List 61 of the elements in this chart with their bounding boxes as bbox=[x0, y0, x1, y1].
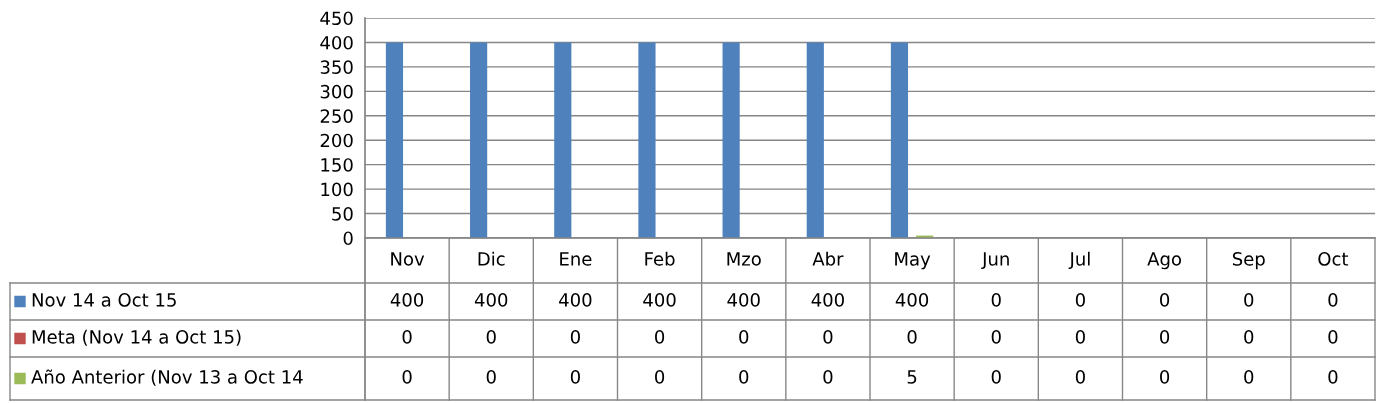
x-tick-label: Jun bbox=[981, 252, 1009, 270]
data-label: 0 bbox=[1160, 293, 1170, 307]
y-tick-label: 250 bbox=[320, 109, 353, 123]
x-tick-label: Dic bbox=[478, 251, 505, 266]
data-label: 0 bbox=[402, 370, 412, 384]
y-tick-label: 200 bbox=[320, 133, 353, 148]
x-tick-label: Jul bbox=[1068, 251, 1090, 270]
data-label: 0 bbox=[1075, 330, 1085, 344]
data-label: 0 bbox=[739, 370, 749, 384]
x-tick-label: Mzo bbox=[727, 252, 761, 266]
data-label: 0 bbox=[570, 330, 580, 344]
x-tick-label: Sep bbox=[1232, 252, 1265, 270]
x-tick-label: Nov bbox=[391, 252, 425, 266]
x-tick-label: Feb bbox=[645, 251, 675, 266]
data-label: 400 bbox=[474, 293, 508, 307]
data-label: 0 bbox=[907, 330, 917, 344]
data-label: 0 bbox=[823, 370, 833, 384]
data-label: 0 bbox=[1160, 370, 1170, 384]
data-label: 0 bbox=[1244, 370, 1254, 384]
data-label: 0 bbox=[570, 370, 580, 384]
data-label: 400 bbox=[811, 293, 844, 307]
legend-label: Año Anterior (Nov 13 a Oct 14 bbox=[31, 369, 303, 386]
y-tick-label: 400 bbox=[320, 35, 353, 50]
data-label: 0 bbox=[1075, 370, 1085, 384]
x-tick-label: Ene bbox=[560, 252, 592, 266]
y-tick-label: 450 bbox=[320, 11, 353, 26]
data-label: 0 bbox=[655, 330, 665, 344]
data-label: 0 bbox=[991, 330, 1001, 344]
data-label: 0 bbox=[823, 330, 833, 344]
data-label: 400 bbox=[390, 293, 424, 307]
data-label: 400 bbox=[727, 293, 760, 307]
y-tick-label: 0 bbox=[343, 231, 353, 246]
data-label: 0 bbox=[1328, 293, 1338, 307]
data-label: 0 bbox=[1244, 293, 1254, 307]
y-tick-label: 350 bbox=[320, 60, 353, 75]
data-label: 0 bbox=[991, 370, 1001, 384]
x-tick-label: Oct bbox=[1318, 252, 1349, 266]
data-label: 0 bbox=[402, 330, 412, 344]
data-label: 0 bbox=[1244, 330, 1254, 344]
x-tick-label: Abr bbox=[812, 251, 844, 266]
data-label: 0 bbox=[1328, 330, 1338, 344]
data-label: 0 bbox=[991, 293, 1001, 307]
data-label: 400 bbox=[559, 293, 592, 307]
y-tick-label: 150 bbox=[321, 158, 353, 172]
legend-label: Meta (Nov 14 a Oct 15) bbox=[32, 329, 241, 346]
x-tick-label: Ago bbox=[1147, 252, 1182, 270]
y-tick-label: 100 bbox=[321, 182, 353, 197]
data-label: 0 bbox=[1160, 330, 1170, 344]
y-tick-label: 300 bbox=[320, 84, 353, 99]
x-tick-label: May bbox=[895, 252, 931, 270]
data-label: 0 bbox=[655, 370, 665, 384]
data-label: 400 bbox=[895, 293, 929, 307]
y-tick-label: 50 bbox=[332, 207, 353, 221]
data-label: 0 bbox=[486, 370, 496, 384]
legend-label: Nov 14 a Oct 15 bbox=[32, 293, 176, 307]
data-label: 0 bbox=[739, 330, 749, 344]
data-label: 400 bbox=[643, 293, 676, 307]
data-label: 0 bbox=[1075, 293, 1085, 307]
data-label: 5 bbox=[907, 370, 917, 384]
data-label: 0 bbox=[1328, 370, 1338, 384]
data-label: 0 bbox=[486, 330, 496, 344]
